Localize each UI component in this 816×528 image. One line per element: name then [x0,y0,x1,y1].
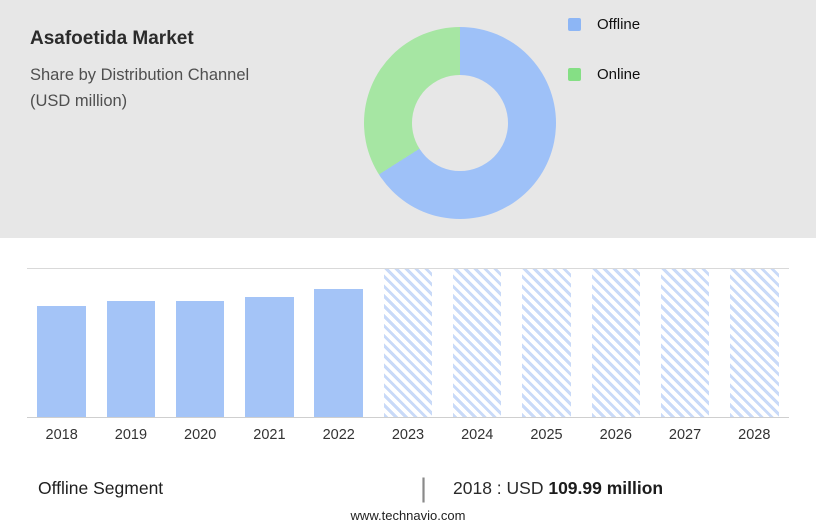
bar-2026 [581,269,650,417]
axis-label-2027: 2027 [668,427,702,443]
axis-label-2018: 2018 [45,427,78,443]
legend-label-online: Online [597,65,641,83]
online-swatch-icon [568,67,581,81]
bars-row [27,268,789,418]
axis-label-2028: 2028 [738,427,771,443]
legend-item-offline: Offline [568,15,641,33]
stat-prefix: 2018 : USD [453,478,549,498]
stat-text: 2018 : USD 109.99 million [453,478,663,499]
axis-label-2026: 2026 [599,427,632,443]
bar-chart: 2018 2019 2020 2021 2022 2023 2024 2025 2026 2027… [27,268,789,443]
footer-row: Offline Segment | 2018 : USD 109.99 mill… [0,475,816,502]
page-title: Asafoetida Market [30,28,194,49]
axis-label-2023: 2023 [391,427,425,443]
chart-legend: Offline Online [568,16,640,116]
bar-2022 [304,269,373,417]
subtitle-line-2: (USD million) [30,92,128,110]
donut-hole [412,75,508,171]
chart-subtitle: Share by Distribution Channel (USD milli… [30,62,330,114]
top-section: Asafoetida Market Share by Distribution … [0,0,816,238]
stat-value: 109.99 million [548,478,664,498]
website-text: www.technavio.com [350,508,466,523]
bar-2023 [373,269,442,417]
bar-2019 [96,269,165,417]
footer-stat-group: | 2018 : USD 109.99 million [420,475,663,502]
axis-label-2021: 2021 [253,427,286,443]
axis-label-2020: 2020 [184,427,217,443]
offline-swatch-icon [568,17,581,31]
legend-label-offline: Offline [597,15,641,33]
segment-label: Offline Segment [38,478,164,498]
bar-labels-row: 2018 2019 2020 2021 2022 2023 2024 2025 2026 2027… [27,427,789,443]
bar-2028 [720,269,789,417]
bar-2018 [27,269,96,417]
donut-chart [364,27,556,219]
bar-2024 [443,269,512,417]
bar-2021 [235,269,304,417]
bar-2020 [166,269,235,417]
bar-2025 [512,269,581,417]
header-block: Asafoetida Market Share by Distribution … [30,28,330,114]
bar-2027 [650,269,719,417]
axis-label-2022: 2022 [322,427,355,443]
legend-item-online: Online [568,65,641,83]
axis-label-2019: 2019 [114,427,148,443]
axis-label-2025: 2025 [530,427,563,443]
vertical-separator: | [420,473,428,503]
subtitle-line-1: Share by Distribution Channel [30,66,250,84]
axis-label-2024: 2024 [461,427,494,443]
